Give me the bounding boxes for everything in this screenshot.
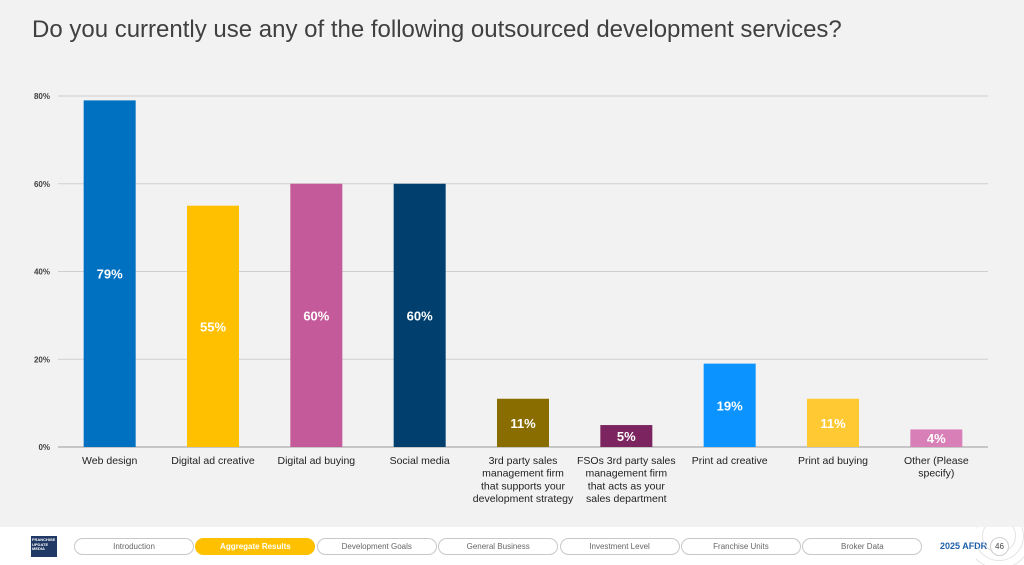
nav-aggregate-results[interactable]: Aggregate Results <box>195 538 316 555</box>
bar <box>393 183 446 447</box>
data-label: 60% <box>407 308 433 323</box>
x-tick-label: Social media <box>390 455 450 467</box>
y-tick-label: 0% <box>38 443 50 452</box>
data-label: 4% <box>927 431 946 446</box>
x-tick-label: Digital ad creative <box>171 455 255 467</box>
nav-development-goals[interactable]: Development Goals <box>316 538 437 555</box>
page-number: 46 <box>990 537 1009 556</box>
data-label: 5% <box>617 429 636 444</box>
nav-introduction[interactable]: Introduction <box>74 538 194 555</box>
y-tick-label: 20% <box>34 355 50 364</box>
bar <box>187 205 239 447</box>
bar-chart: 0% 20% 40% 60% 80% 79% Web design 55% Digital ad… <box>34 92 988 505</box>
section-nav: Introduction Aggregate Results Development… <box>74 538 924 555</box>
bar <box>290 183 343 447</box>
bar <box>83 100 136 447</box>
x-tick-label: 3rd party sales management firm that suppo… <box>473 455 574 505</box>
nav-broker-data[interactable]: Broker Data <box>802 538 923 555</box>
x-tick-label: Other (Please specify) <box>904 455 969 480</box>
chart-title: Do you currently use any of the followin… <box>32 16 842 43</box>
x-tick-label: Web design <box>82 455 137 467</box>
bar <box>807 398 859 447</box>
nav-franchise-units[interactable]: Franchise Units <box>680 538 801 555</box>
bar <box>497 398 549 447</box>
x-tick-label: Print ad creative <box>692 455 768 467</box>
bar <box>703 363 756 447</box>
data-label: 19% <box>717 398 743 413</box>
y-tick-label: 60% <box>34 180 50 189</box>
y-tick-label: 80% <box>34 92 50 101</box>
x-tick-label: Digital ad buying <box>278 455 356 467</box>
report-name: 2025 AFDR <box>940 541 988 551</box>
data-label: 11% <box>820 416 846 431</box>
data-label: 79% <box>97 267 123 282</box>
x-tick-label: Print ad buying <box>798 455 868 467</box>
nav-general-business[interactable]: General Business <box>438 538 559 555</box>
nav-investment-level[interactable]: Investment Level <box>559 538 680 555</box>
footer: FRANCHISE UPDATE MEDIA Introduction Aggre… <box>0 527 1024 565</box>
data-label: 55% <box>200 319 226 334</box>
company-logo: FRANCHISE UPDATE MEDIA <box>31 536 57 557</box>
y-tick-label: 40% <box>34 268 50 277</box>
bar <box>600 425 653 447</box>
data-label: 11% <box>510 416 536 431</box>
x-tick-label: FSOs 3rd party sales management firm that … <box>577 455 676 505</box>
data-label: 60% <box>303 308 329 323</box>
bar <box>910 429 963 447</box>
